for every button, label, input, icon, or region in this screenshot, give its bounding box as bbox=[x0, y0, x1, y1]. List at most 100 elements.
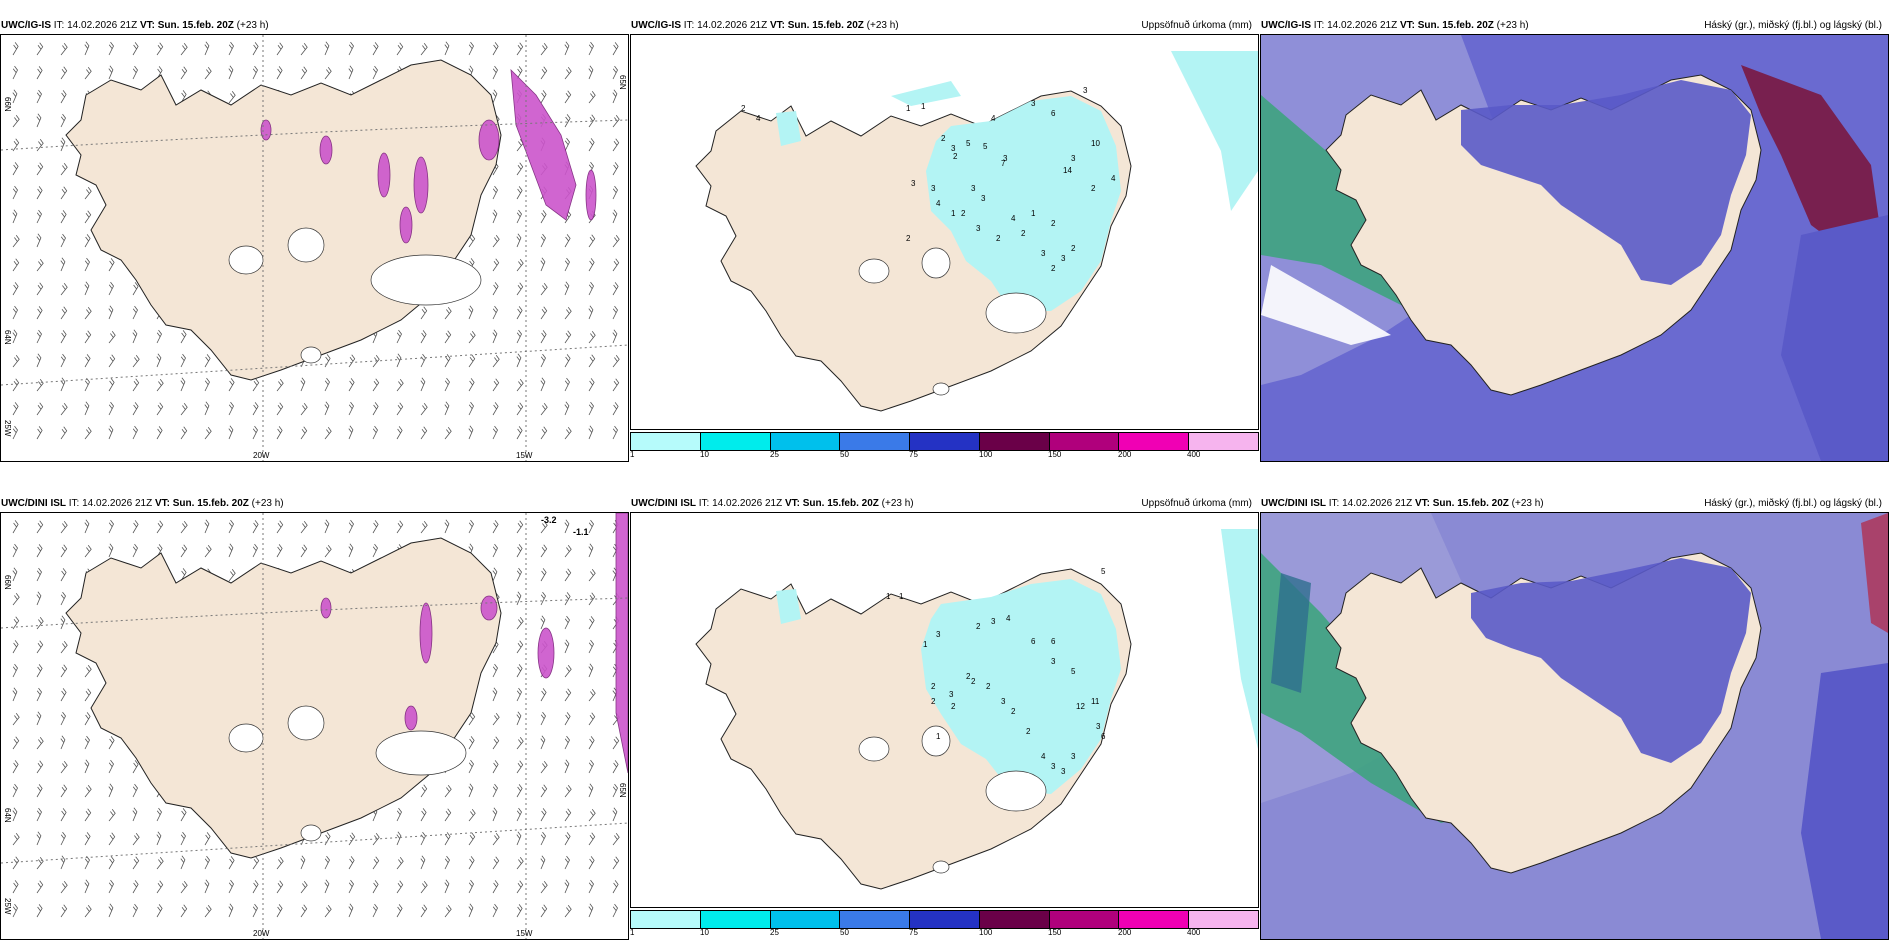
wind-barb bbox=[396, 353, 402, 368]
wind-barb bbox=[180, 42, 188, 56]
precip-map[interactable]: 1 1 5 3 2 4 6 6 5 3 12 11 3 6 3 2 2 3 2 2 1 2 3 2 4 3 3 2 2 1 3 bbox=[630, 512, 1259, 908]
wind-barb bbox=[36, 258, 44, 272]
wind-barb bbox=[36, 880, 44, 894]
wind-barb bbox=[468, 879, 474, 894]
wind-barb bbox=[516, 904, 523, 918]
precip-value-label: 3 bbox=[1051, 762, 1056, 771]
wind-barb bbox=[348, 378, 355, 392]
lon-label-15w: 15W bbox=[516, 451, 533, 460]
wind-map[interactable]: 20W 15W 66N 64N 25W 65N bbox=[0, 34, 629, 462]
wind-barb bbox=[444, 784, 452, 798]
cloud-map[interactable] bbox=[1260, 34, 1889, 462]
wind-barb bbox=[564, 855, 570, 870]
wind-barb bbox=[492, 329, 498, 344]
precip-value-label: 2 bbox=[1071, 244, 1076, 253]
cloud-map-panel: UWC/DINI ISL IT: 14.02.2026 21Z VT: Sun.… bbox=[1260, 478, 1889, 948]
wind-barb bbox=[156, 426, 163, 440]
wind-barb bbox=[84, 234, 91, 248]
wind-barb bbox=[540, 855, 546, 870]
wind-barb bbox=[588, 258, 595, 272]
wind-barb bbox=[132, 760, 139, 774]
wind-barb bbox=[60, 257, 66, 272]
wind-barb bbox=[396, 831, 402, 846]
wind-barb bbox=[588, 783, 594, 798]
wind-barb bbox=[516, 162, 524, 176]
wind-barb bbox=[84, 544, 92, 558]
wind-map[interactable]: -3.2 -1.1 20W 15W 66N 64N 25W 65N bbox=[0, 512, 629, 940]
precip-value-label: 14 bbox=[1063, 166, 1072, 175]
wind-barb bbox=[36, 616, 44, 630]
precip-value-label: 3 bbox=[1083, 86, 1088, 95]
wind-barb bbox=[540, 66, 548, 80]
wind-barb bbox=[588, 234, 596, 248]
cbar-tick: 75 bbox=[909, 928, 918, 937]
wind-map-panel: UWC/DINI ISL IT: 14.02.2026 21Z VT: Sun.… bbox=[0, 478, 629, 948]
wind-barb bbox=[540, 520, 548, 534]
wind-barb bbox=[420, 426, 428, 440]
wind-barb bbox=[420, 831, 426, 846]
wind-barb bbox=[444, 904, 452, 918]
cbar-tick: 1 bbox=[630, 450, 635, 459]
wind-barb bbox=[492, 832, 500, 846]
wind-barb bbox=[180, 377, 186, 392]
wind-barb bbox=[156, 353, 162, 368]
wind-barb bbox=[540, 784, 548, 798]
cbar-swatch bbox=[910, 911, 980, 928]
vorticity-areas bbox=[260, 68, 597, 244]
wind-barb bbox=[156, 856, 164, 870]
precip-value-label: 3 bbox=[976, 224, 981, 233]
panel-header: UWC/IG-IS IT: 14.02.2026 21Z VT: Sun. 15… bbox=[631, 18, 1254, 34]
precip-value-label: 5 bbox=[1101, 567, 1106, 576]
wind-barb bbox=[612, 856, 620, 870]
wind-barb bbox=[564, 306, 572, 320]
wind-barb bbox=[108, 808, 116, 822]
wind-barb bbox=[516, 520, 524, 534]
cloud-title: Háský (gr.), miðský (fj.bl.) og lágský (… bbox=[1704, 20, 1882, 31]
wind-barb bbox=[12, 329, 18, 344]
cloud-map[interactable] bbox=[1260, 512, 1889, 940]
wind-barb bbox=[12, 592, 20, 606]
precip-map[interactable]: 1 1 2 4 4 7 3 2 3 2 5 5 6 3 14 10 4 1 2 3 2 3 3 3 2 4 2 2 3 3 4 1 3 2 3 2 3 2 bbox=[630, 34, 1259, 430]
wind-barb bbox=[612, 162, 619, 176]
wind-barb bbox=[84, 688, 92, 702]
precip-value-label: 2 bbox=[1091, 184, 1096, 193]
wind-barb bbox=[60, 904, 68, 918]
precip-area bbox=[921, 579, 1121, 794]
wind-barb bbox=[228, 519, 234, 534]
wind-barb bbox=[324, 401, 330, 416]
precip-value-label: 2 bbox=[1051, 219, 1056, 228]
wind-barb bbox=[60, 640, 68, 654]
wind-barb bbox=[492, 783, 498, 798]
precip-value-label: 2 bbox=[986, 682, 991, 691]
wind-barb bbox=[132, 282, 139, 296]
wind-barb bbox=[324, 354, 331, 368]
wind-barb bbox=[468, 425, 474, 440]
wind-barb bbox=[564, 234, 571, 248]
graticule bbox=[1, 513, 628, 939]
wind-barb bbox=[564, 784, 572, 798]
wind-barb bbox=[540, 257, 546, 272]
wind-barb bbox=[540, 353, 546, 368]
wind-barb bbox=[252, 402, 259, 416]
wind-barb bbox=[324, 879, 330, 894]
cloud-title: Háský (gr.), miðský (fj.bl.) og lágský (… bbox=[1704, 498, 1882, 509]
wind-barb bbox=[564, 568, 572, 582]
precip-value-label: 4 bbox=[991, 114, 996, 123]
wind-barb bbox=[228, 568, 236, 582]
wind-barb bbox=[516, 880, 524, 894]
wind-barb bbox=[564, 712, 571, 726]
wind-barb bbox=[588, 519, 594, 534]
wind-barb bbox=[564, 114, 571, 128]
wind-barb bbox=[468, 712, 476, 726]
cbar-swatch bbox=[1189, 911, 1259, 928]
wind-barb bbox=[324, 544, 332, 558]
wind-barb bbox=[60, 42, 68, 56]
wind-barb bbox=[612, 880, 619, 894]
precip-value-label: 3 bbox=[981, 194, 986, 203]
wind-barb bbox=[540, 42, 548, 56]
wind-barb bbox=[12, 520, 19, 534]
wind-barb bbox=[36, 378, 44, 392]
wind-barb bbox=[60, 162, 68, 176]
wind-barb bbox=[588, 281, 594, 296]
